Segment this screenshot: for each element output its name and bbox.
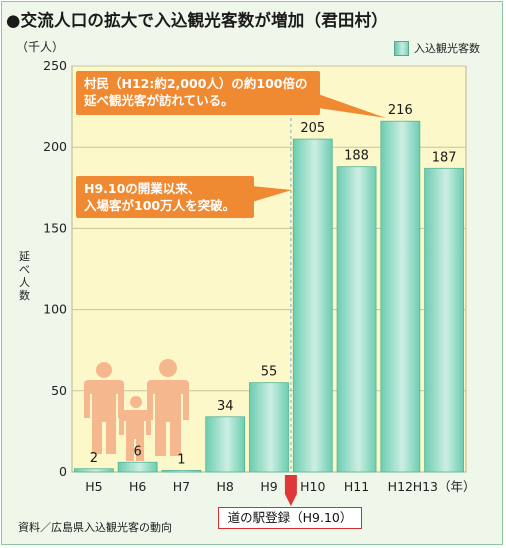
callout-opening-line-2: 入場客が100万人を突破。 (84, 198, 236, 213)
y-tick-label: 200 (43, 139, 67, 154)
x-tick-label: H13（年） (413, 479, 476, 494)
x-tick-label: H12 (388, 479, 413, 494)
bar-H5 (73, 468, 114, 473)
person-head (130, 396, 142, 408)
y-axis-unit: （千人） (16, 40, 65, 54)
y-tick-label: 250 (43, 58, 67, 73)
event-label: 道の駅登録（H9.10） (218, 507, 362, 529)
bar-H11 (336, 166, 377, 473)
data-label-H13: 187 (432, 150, 457, 165)
data-label-H7: 1 (177, 452, 185, 467)
legend-swatch (394, 40, 409, 56)
bars (73, 120, 465, 473)
callout-pointer (318, 94, 386, 118)
bar-H8 (205, 416, 246, 473)
x-tick-label: H7 (173, 479, 190, 494)
callout-opening-line-1: H9.10の開業以来、 (84, 181, 201, 196)
x-axis-ticks: H5 H6 H7 H8 H9 H10 H11 H12 H13（年） (85, 479, 475, 494)
bar-H6 (117, 461, 158, 473)
x-tick-label: H6 (129, 479, 146, 494)
data-label-H8: 34 (217, 399, 234, 414)
data-label-H10: 205 (300, 121, 325, 136)
callout-opening: H9.10の開業以来、 入場客が100万人を突破。 (76, 176, 254, 218)
callout-population-line-1: 村民（H12:約2,000人）の約100倍の (84, 76, 308, 91)
bar-H7 (161, 469, 202, 473)
data-labels: 2 6 1 34 55 205 188 216 187 (90, 103, 457, 467)
person-body (84, 380, 124, 454)
data-label-H6: 6 (134, 444, 142, 459)
y-tick-label: 50 (51, 383, 67, 398)
bar-H10 (292, 138, 333, 473)
bar-H13 (424, 167, 465, 473)
family-icon (84, 359, 189, 461)
x-tick-label: H8 (217, 479, 234, 494)
y-tick-label: 0 (59, 464, 67, 479)
person-body (119, 410, 151, 461)
bar-H9 (249, 382, 289, 473)
legend: 入込観光客数 (394, 40, 480, 56)
person-head (159, 359, 177, 377)
y-tick-label: 150 (43, 220, 67, 235)
legend-label: 入込観光客数 (414, 42, 480, 55)
data-label-H12: 216 (388, 103, 413, 118)
callout-population: 村民（H12:約2,000人）の約100倍の 延べ観光客が訪れている。 (76, 71, 320, 115)
y-axis-label: 延べ人数 (19, 250, 30, 302)
bar-H12 (380, 120, 421, 473)
data-label-H5: 2 (90, 451, 98, 466)
event-marker-arrow (284, 475, 297, 506)
data-label-H9: 55 (261, 365, 278, 380)
y-axis-ticks: 0 50 100 150 200 250 (43, 58, 67, 479)
callout-population-line-2: 延べ観光客が訪れている。 (84, 93, 234, 108)
x-tick-label: H10 (300, 479, 325, 494)
person-body (147, 380, 189, 456)
chart-title: ●交流人口の拡大で入込観光客数が増加（君田村） (6, 11, 388, 30)
x-tick-label: H5 (85, 479, 102, 494)
x-tick-label: H11 (344, 479, 369, 494)
person-head (96, 362, 112, 378)
y-tick-label: 100 (43, 302, 67, 317)
source-note: 資料／広島県入込観光客の動向 (18, 521, 172, 534)
callout-pointer (252, 186, 292, 202)
data-label-H11: 188 (344, 149, 369, 164)
x-tick-label: H9 (260, 479, 277, 494)
callout-pointers (252, 94, 386, 202)
